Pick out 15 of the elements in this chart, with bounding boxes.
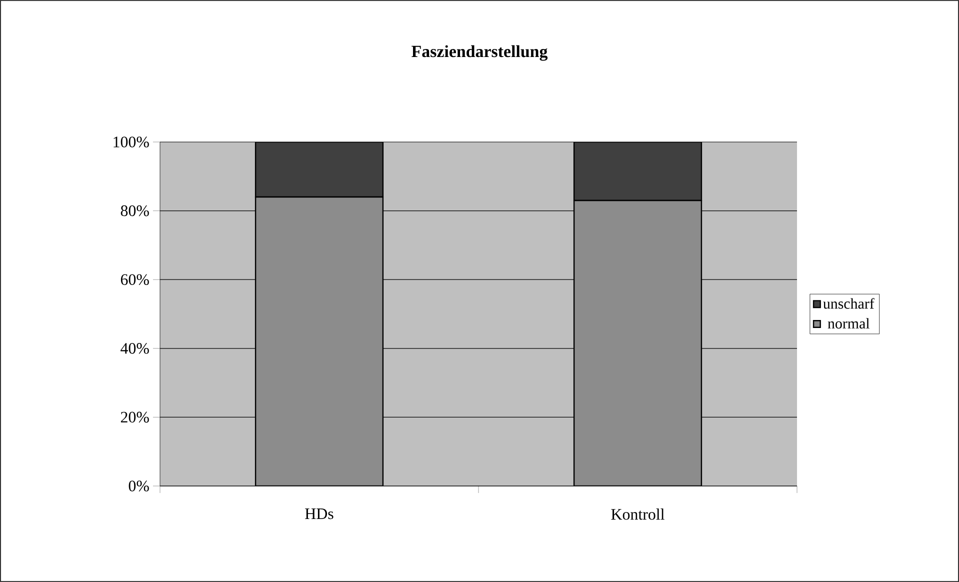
y-tick-label: 60% (120, 274, 149, 285)
y-tick-label: 40% (120, 343, 149, 354)
y-tick-label: 100% (114, 136, 149, 148)
x-tick-label: Kontroll (611, 508, 664, 520)
y-tick-label: 80% (120, 205, 149, 216)
bar (573, 200, 702, 486)
y-tick-label: 20% (120, 412, 149, 423)
bar (254, 196, 384, 486)
x-tick-label: HDs (305, 508, 334, 520)
chart-title: Fasziendarstellung (412, 45, 548, 61)
bar (254, 142, 384, 198)
legend-label: normal (828, 318, 870, 329)
legend-label: unscharf (823, 298, 874, 309)
bar (573, 142, 702, 202)
y-tick-label: 0% (128, 480, 149, 492)
